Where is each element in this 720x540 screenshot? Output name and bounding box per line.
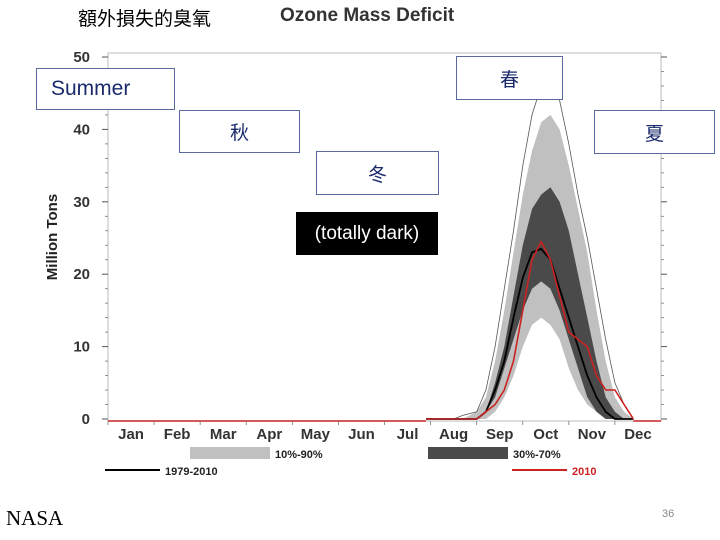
x-tick-label: May	[301, 426, 331, 443]
annotation-totally-dark: (totally dark)	[296, 212, 438, 255]
annotation-winter: 冬	[316, 151, 439, 195]
y-axis-label: Million Tons	[44, 194, 61, 280]
x-tick-label: Oct	[533, 426, 558, 443]
legend-layer: 1979-2010 10%-90% 30%-70% 2010	[105, 447, 596, 478]
x-tick-label: Nov	[578, 426, 607, 443]
source-label: NASA	[6, 506, 64, 530]
y-tick-label: 40	[73, 121, 90, 138]
max-envelope-line	[426, 78, 634, 420]
y-tick-label: 30	[73, 194, 90, 211]
y-tick-label: 50	[73, 49, 90, 66]
x-tick-label: Jun	[348, 426, 375, 443]
legend-label-30%-70%: 30%-70%	[513, 449, 561, 461]
y-tick-label: 10	[73, 339, 90, 356]
x-tick-label: Jan	[118, 426, 144, 443]
legend-swatch-10%-90%	[190, 447, 270, 459]
legend-label-2010: 2010	[572, 466, 596, 478]
annotation-summer-cjk: 夏	[594, 110, 715, 154]
legend-swatch-30%-70%	[428, 447, 508, 459]
legend-label-1979-2010: 1979-2010	[165, 466, 218, 478]
chart-title: Ozone Mass Deficit	[280, 5, 455, 26]
slide-title: 額外損失的臭氧	[78, 8, 212, 30]
series-line-2010	[426, 240, 635, 420]
legend-label-10%-90%: 10%-90%	[275, 449, 323, 461]
page-number: 36	[662, 508, 675, 520]
x-tick-label: Feb	[164, 426, 191, 443]
x-tick-label: Aug	[439, 426, 468, 443]
band-30-70-	[426, 187, 634, 419]
annotation-autumn: 秋	[179, 110, 300, 153]
annotation-summer: Summer	[36, 68, 175, 110]
x-tick-label: Mar	[210, 426, 237, 443]
x-tick-label: Jul	[397, 426, 419, 443]
y-tick-label: 0	[82, 411, 90, 428]
x-tick-label: Dec	[624, 426, 652, 443]
ozone-chart: 0 10 20 30 40 50 Jan Feb Mar Apr May Jun Jul Aug Sep Oc…	[44, 49, 667, 478]
x-tick-label: Apr	[256, 426, 282, 443]
y-tick-label: 20	[73, 266, 90, 283]
lines-layer	[108, 78, 661, 422]
annotation-spring: 春	[456, 56, 563, 100]
axis-layer: 0 10 20 30 40 50 Jan Feb Mar Apr May Jun Jul Aug Sep Oc…	[73, 49, 667, 443]
x-tick-label: Sep	[486, 426, 514, 443]
